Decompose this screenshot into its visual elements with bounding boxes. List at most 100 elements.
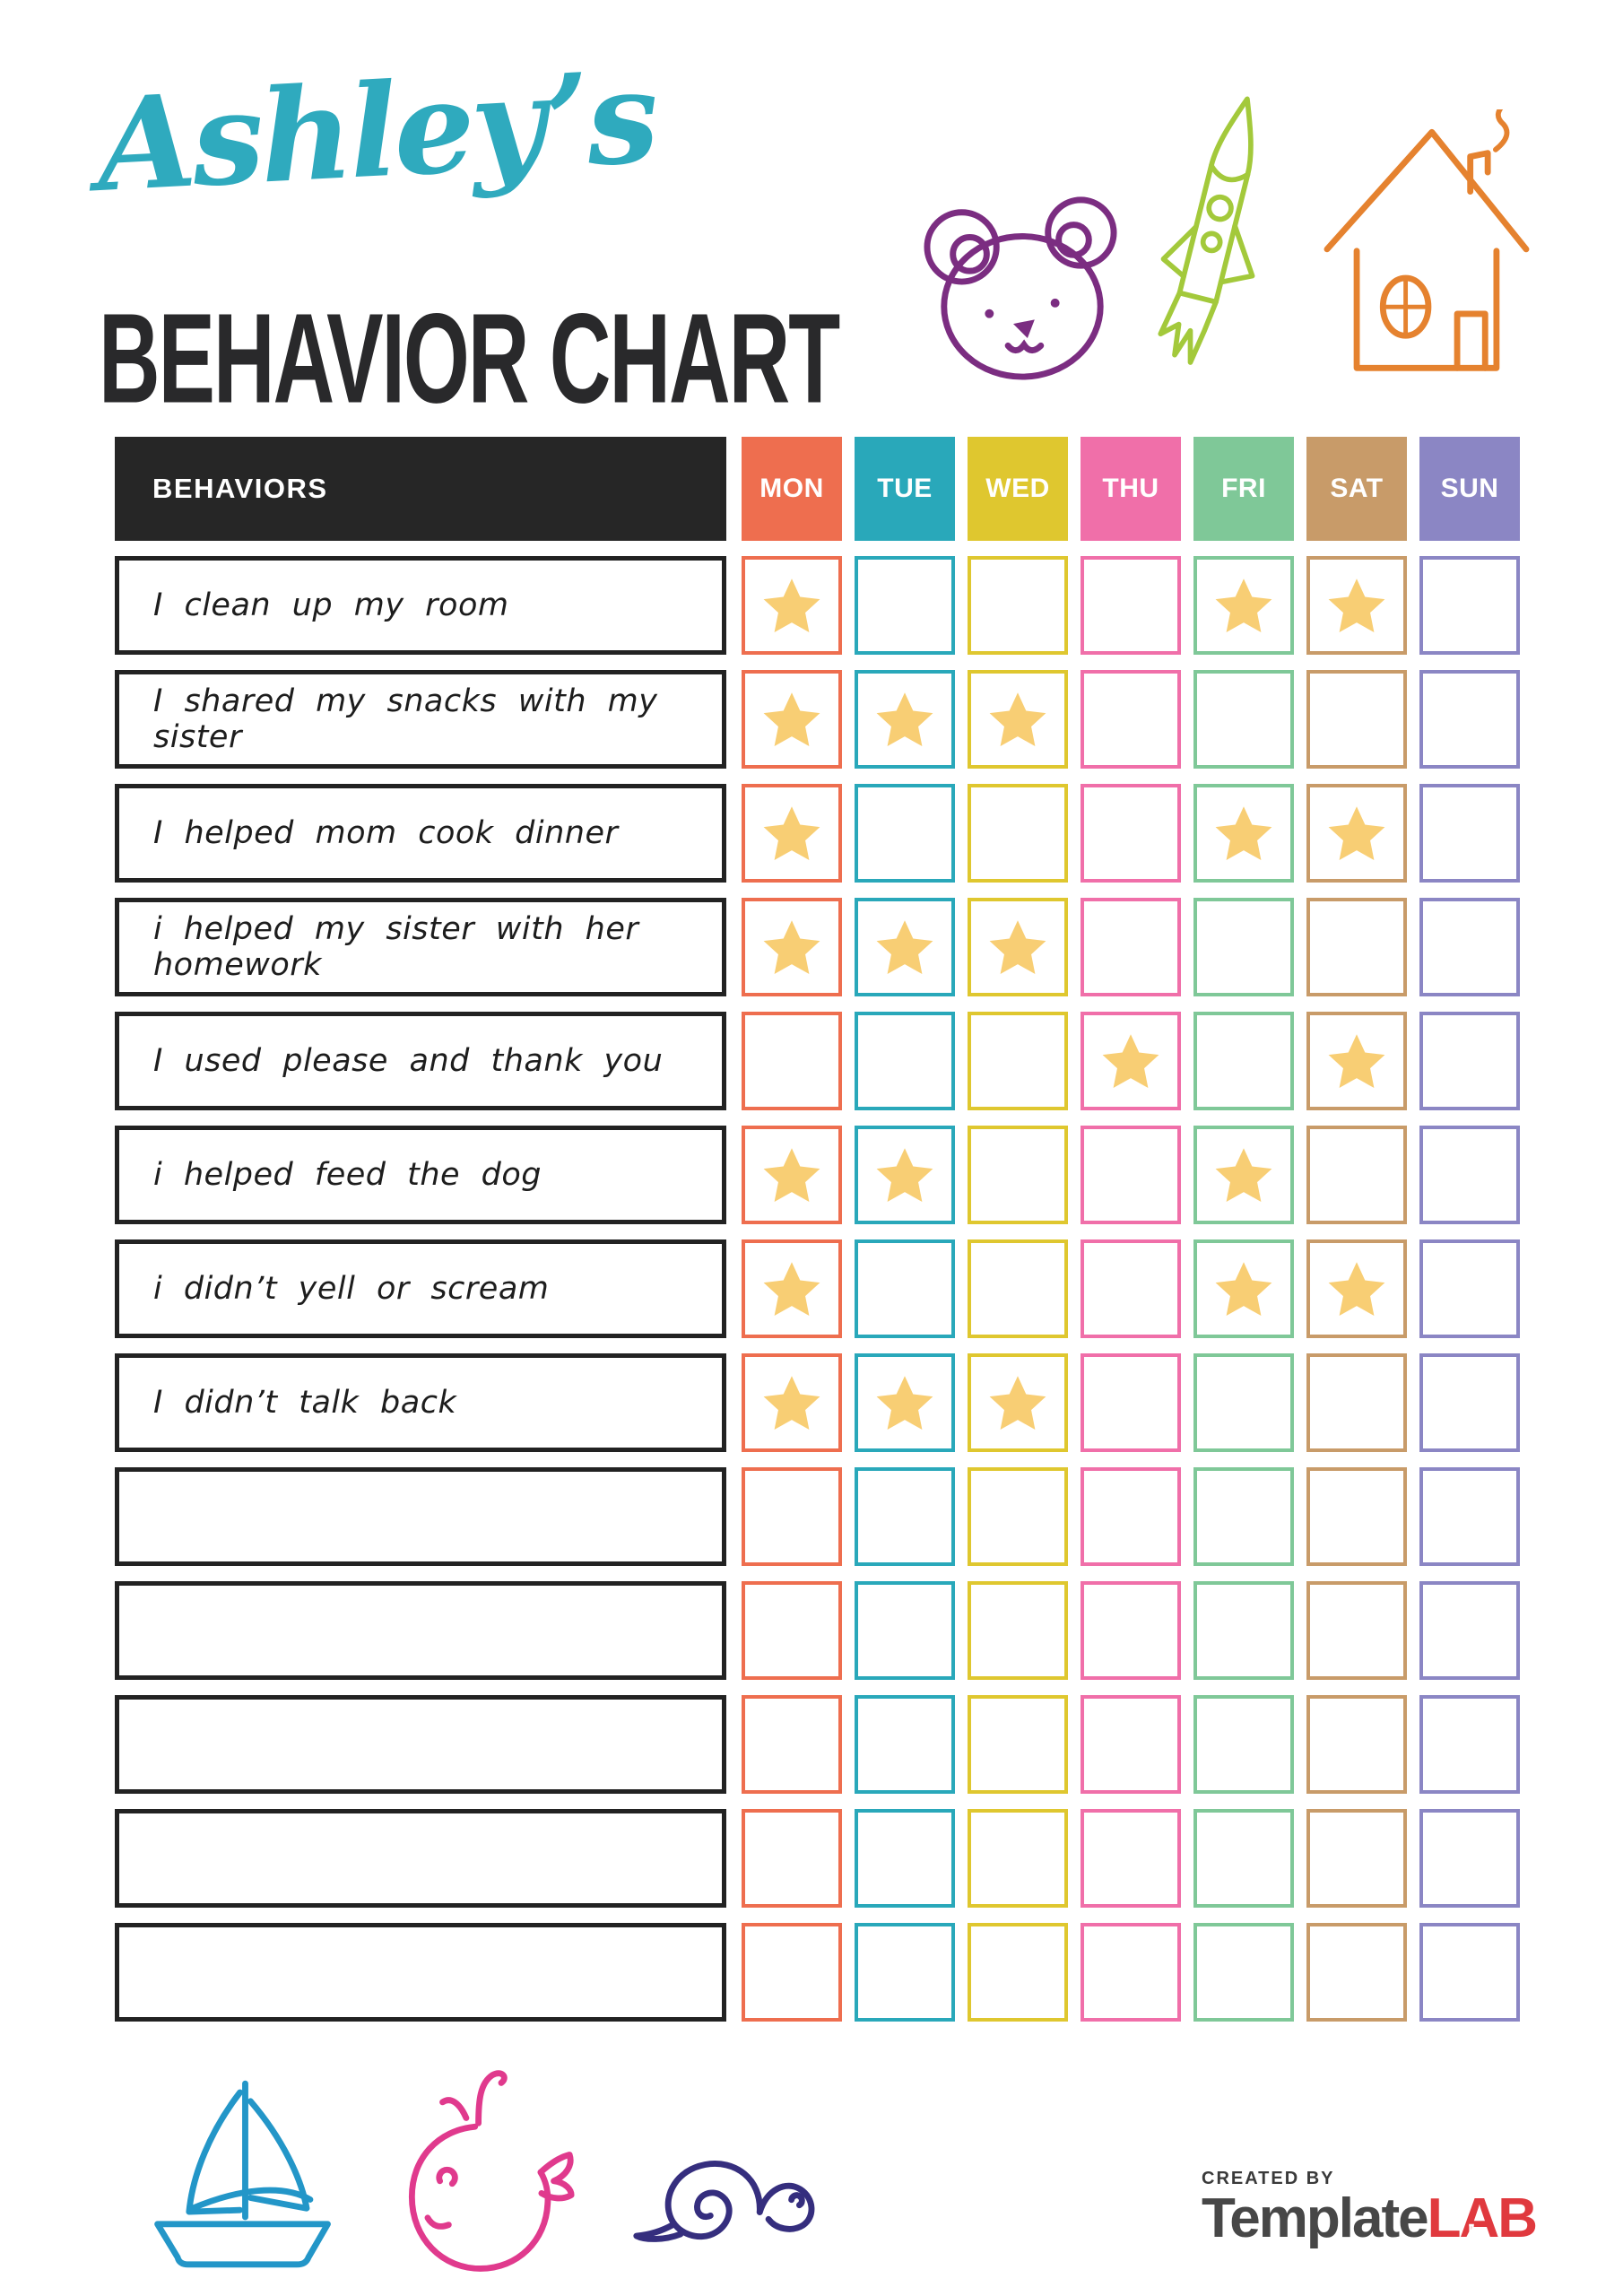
star-cell-sat[interactable] (1306, 1695, 1407, 1794)
star-cell-sat[interactable] (1306, 1923, 1407, 2022)
star-cell-thu[interactable] (1081, 1239, 1181, 1338)
star-cell-thu[interactable] (1081, 1581, 1181, 1680)
star-cell-tue[interactable] (855, 1012, 955, 1110)
star-cell-mon[interactable] (742, 1467, 842, 1566)
star-cell-sat[interactable] (1306, 784, 1407, 883)
behavior-label[interactable]: I didn’t talk back (115, 1353, 726, 1452)
behavior-label[interactable]: i helped feed the dog (115, 1126, 726, 1224)
star-cell-tue[interactable] (855, 1809, 955, 1908)
star-cell-sun[interactable] (1419, 556, 1520, 655)
star-cell-sun[interactable] (1419, 1923, 1520, 2022)
star-cell-sun[interactable] (1419, 1126, 1520, 1224)
star-cell-mon[interactable] (742, 1695, 842, 1794)
behavior-label[interactable] (115, 1695, 726, 1794)
star-cell-mon[interactable] (742, 1809, 842, 1908)
star-cell-mon[interactable] (742, 1923, 842, 2022)
star-cell-tue[interactable] (855, 784, 955, 883)
star-cell-fri[interactable] (1193, 1581, 1294, 1680)
star-cell-thu[interactable] (1081, 898, 1181, 996)
star-cell-thu[interactable] (1081, 1695, 1181, 1794)
star-cell-tue[interactable] (855, 898, 955, 996)
star-cell-sat[interactable] (1306, 1809, 1407, 1908)
behavior-label[interactable]: I helped mom cook dinner (115, 784, 726, 883)
star-cell-wed[interactable] (968, 1581, 1068, 1680)
star-cell-tue[interactable] (855, 556, 955, 655)
star-cell-sat[interactable] (1306, 1126, 1407, 1224)
star-cell-wed[interactable] (968, 898, 1068, 996)
behavior-label[interactable]: I shared my snacks with my sister (115, 670, 726, 769)
star-cell-sun[interactable] (1419, 1239, 1520, 1338)
star-cell-tue[interactable] (855, 1467, 955, 1566)
star-cell-mon[interactable] (742, 1012, 842, 1110)
star-cell-fri[interactable] (1193, 1467, 1294, 1566)
star-cell-fri[interactable] (1193, 1353, 1294, 1452)
star-cell-sun[interactable] (1419, 1353, 1520, 1452)
star-cell-wed[interactable] (968, 670, 1068, 769)
star-cell-fri[interactable] (1193, 670, 1294, 769)
star-cell-sun[interactable] (1419, 1581, 1520, 1680)
behavior-label[interactable] (115, 1581, 726, 1680)
star-cell-sat[interactable] (1306, 1353, 1407, 1452)
star-cell-tue[interactable] (855, 1923, 955, 2022)
star-cell-mon[interactable] (742, 898, 842, 996)
behavior-label[interactable] (115, 1809, 726, 1908)
star-cell-fri[interactable] (1193, 1809, 1294, 1908)
star-cell-thu[interactable] (1081, 1809, 1181, 1908)
star-cell-sat[interactable] (1306, 898, 1407, 996)
star-cell-mon[interactable] (742, 1581, 842, 1680)
star-cell-thu[interactable] (1081, 1467, 1181, 1566)
behavior-label[interactable] (115, 1923, 726, 2022)
star-cell-sun[interactable] (1419, 1012, 1520, 1110)
star-cell-wed[interactable] (968, 1695, 1068, 1794)
star-cell-sat[interactable] (1306, 1012, 1407, 1110)
star-cell-mon[interactable] (742, 1126, 842, 1224)
star-cell-sun[interactable] (1419, 670, 1520, 769)
star-cell-wed[interactable] (968, 556, 1068, 655)
star-cell-wed[interactable] (968, 784, 1068, 883)
star-cell-thu[interactable] (1081, 1012, 1181, 1110)
star-cell-tue[interactable] (855, 670, 955, 769)
star-cell-fri[interactable] (1193, 784, 1294, 883)
star-cell-thu[interactable] (1081, 556, 1181, 655)
star-cell-sat[interactable] (1306, 1467, 1407, 1566)
star-cell-fri[interactable] (1193, 1012, 1294, 1110)
star-cell-tue[interactable] (855, 1126, 955, 1224)
star-cell-thu[interactable] (1081, 1353, 1181, 1452)
star-cell-fri[interactable] (1193, 898, 1294, 996)
star-cell-wed[interactable] (968, 1467, 1068, 1566)
star-cell-sun[interactable] (1419, 898, 1520, 996)
star-cell-fri[interactable] (1193, 1923, 1294, 2022)
star-cell-sun[interactable] (1419, 1467, 1520, 1566)
star-cell-tue[interactable] (855, 1239, 955, 1338)
behavior-label[interactable] (115, 1467, 726, 1566)
star-cell-mon[interactable] (742, 670, 842, 769)
star-cell-wed[interactable] (968, 1353, 1068, 1452)
behavior-label[interactable]: I used please and thank you (115, 1012, 726, 1110)
star-cell-sun[interactable] (1419, 784, 1520, 883)
star-cell-sat[interactable] (1306, 556, 1407, 655)
star-cell-tue[interactable] (855, 1695, 955, 1794)
star-cell-fri[interactable] (1193, 1695, 1294, 1794)
star-cell-sat[interactable] (1306, 670, 1407, 769)
star-cell-sun[interactable] (1419, 1809, 1520, 1908)
behavior-label[interactable]: I clean up my room (115, 556, 726, 655)
star-cell-thu[interactable] (1081, 670, 1181, 769)
star-cell-thu[interactable] (1081, 1126, 1181, 1224)
star-cell-tue[interactable] (855, 1353, 955, 1452)
star-cell-mon[interactable] (742, 784, 842, 883)
star-cell-fri[interactable] (1193, 1239, 1294, 1338)
star-cell-fri[interactable] (1193, 556, 1294, 655)
star-cell-sun[interactable] (1419, 1695, 1520, 1794)
star-cell-wed[interactable] (968, 1126, 1068, 1224)
star-cell-sat[interactable] (1306, 1239, 1407, 1338)
behavior-label[interactable]: i didn’t yell or scream (115, 1239, 726, 1338)
star-cell-thu[interactable] (1081, 784, 1181, 883)
star-cell-wed[interactable] (968, 1809, 1068, 1908)
star-cell-mon[interactable] (742, 1239, 842, 1338)
star-cell-mon[interactable] (742, 1353, 842, 1452)
star-cell-tue[interactable] (855, 1581, 955, 1680)
star-cell-wed[interactable] (968, 1012, 1068, 1110)
behavior-label[interactable]: i helped my sister with her homework (115, 898, 726, 996)
star-cell-mon[interactable] (742, 556, 842, 655)
star-cell-fri[interactable] (1193, 1126, 1294, 1224)
